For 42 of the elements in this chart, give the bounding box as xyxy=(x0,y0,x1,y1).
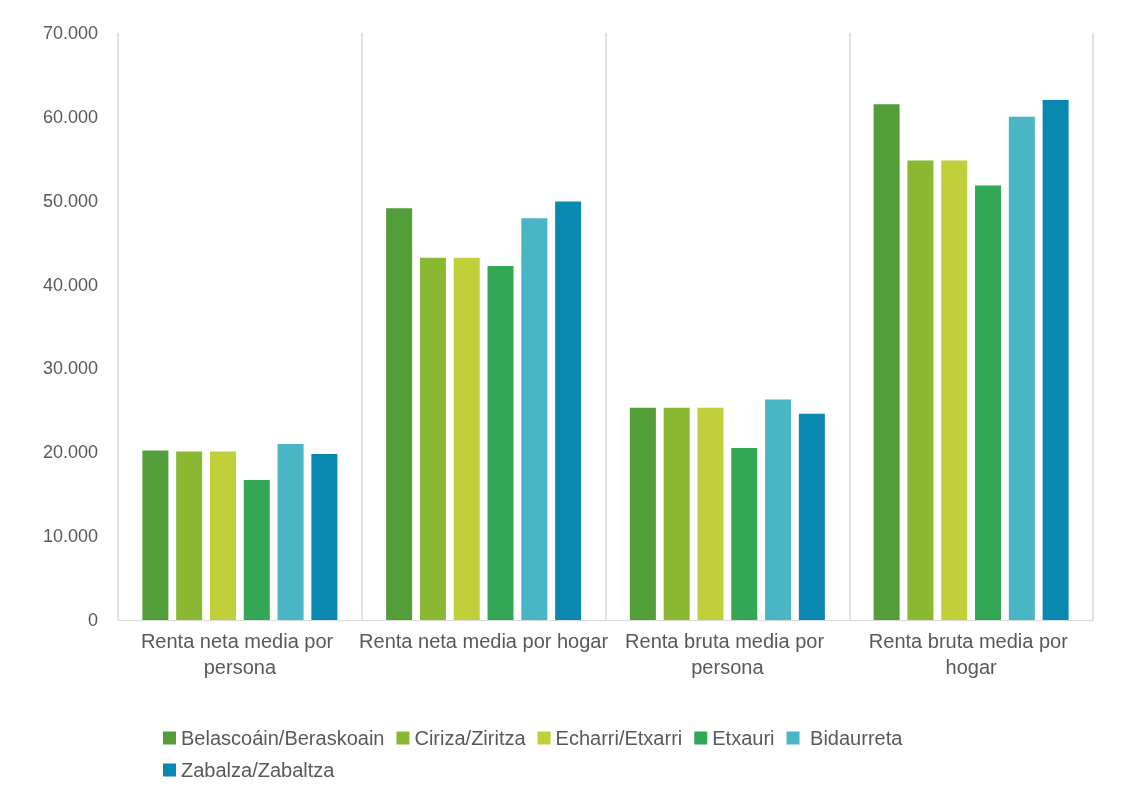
y-tick-label: 30.000 xyxy=(42,358,98,379)
x-tick-label: Renta neta media por persona xyxy=(140,630,339,678)
bar xyxy=(873,104,900,620)
legend-label: Etxauri xyxy=(712,727,775,749)
legend-label: Belascoáin/Beraskoain xyxy=(181,727,385,749)
y-tick-label: 0 xyxy=(87,610,98,630)
bar xyxy=(697,407,724,620)
bar xyxy=(731,448,758,620)
bar xyxy=(975,185,1002,620)
bar xyxy=(209,451,236,620)
bar xyxy=(555,201,582,620)
x-tick-label: Renta bruta media por hogar xyxy=(868,630,1074,678)
bar xyxy=(907,160,934,620)
y-tick-label: 10.000 xyxy=(42,526,98,547)
bar xyxy=(765,399,792,620)
x-tick-label: Renta bruta media por persona xyxy=(625,630,830,678)
y-tick-label: 40.000 xyxy=(42,274,98,295)
bar xyxy=(629,407,656,620)
y-tick-label: 50.000 xyxy=(42,190,98,211)
bar xyxy=(386,208,413,620)
bar xyxy=(142,450,169,620)
bar xyxy=(663,407,690,620)
bar xyxy=(487,266,514,620)
bar xyxy=(798,413,825,620)
bar xyxy=(311,453,338,620)
legend-label: Zabalza/Zabaltza xyxy=(181,759,336,781)
bar xyxy=(419,257,446,620)
bar xyxy=(1008,116,1035,620)
y-tick-label: 60.000 xyxy=(42,106,98,127)
bar xyxy=(1042,100,1069,620)
legend-label: Ciriza/Ziritza xyxy=(414,727,527,749)
x-tick-label: Renta neta media por hogar xyxy=(359,630,609,652)
bar xyxy=(453,257,480,620)
bar xyxy=(243,479,270,620)
bar xyxy=(521,218,548,620)
bar xyxy=(176,451,203,620)
y-tick-label: 20.000 xyxy=(42,442,98,463)
legend-label: Echarri/Etxarri xyxy=(555,727,683,749)
bar xyxy=(941,160,968,620)
y-tick-label: 70.000 xyxy=(42,23,98,43)
bar xyxy=(277,443,304,620)
legend-label: Bidaurreta xyxy=(804,727,904,749)
